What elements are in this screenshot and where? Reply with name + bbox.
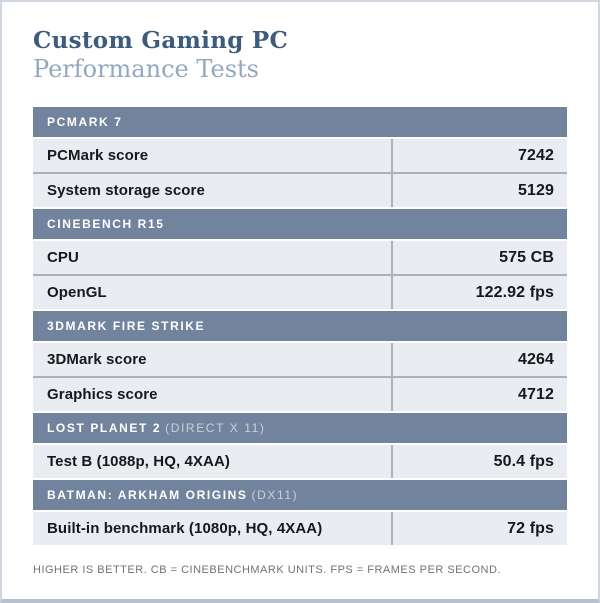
benchmark-table: PCMARK 7 PCMark score 7242 System storag… (33, 107, 567, 546)
section-rows: 3DMark score 4264 Graphics score 4712 (33, 343, 567, 412)
row-value: 4264 (391, 343, 567, 377)
section-header: CINEBENCH R15 (33, 209, 567, 240)
row-value: 7242 (391, 139, 567, 173)
row-value: 50.4 fps (391, 445, 567, 479)
row-label: OpenGL (47, 284, 107, 302)
row-label: System storage score (47, 182, 205, 200)
section-rows: Test B (1088p, HQ, 4XAA) 50.4 fps (33, 445, 567, 479)
row-label: PCMark score (47, 147, 149, 165)
page-title: Custom Gaming PC (33, 27, 289, 54)
section-header-label: BATMAN: ARKHAM ORIGINS (47, 488, 248, 503)
section-header: LOST PLANET 2 (DIRECT X 11) (33, 413, 567, 444)
table-row: Built-in benchmark (1080p, HQ, 4XAA) 72 … (33, 512, 567, 546)
row-label: Graphics score (47, 386, 158, 404)
table-row: Graphics score 4712 (33, 376, 567, 412)
footnote: HIGHER IS BETTER. CB = CINEBENCHMARK UNI… (33, 564, 501, 577)
benchmark-section: PCMARK 7 PCMark score 7242 System storag… (33, 107, 567, 208)
section-rows: PCMark score 7242 System storage score 5… (33, 139, 567, 208)
row-label: CPU (47, 249, 79, 267)
row-value: 4712 (391, 378, 567, 412)
table-row: OpenGL 122.92 fps (33, 274, 567, 310)
section-header-label: 3DMARK FIRE STRIKE (47, 319, 206, 334)
benchmark-section: 3DMARK FIRE STRIKE 3DMark score 4264 Gra… (33, 311, 567, 412)
row-value: 575 CB (391, 241, 567, 275)
table-row: System storage score 5129 (33, 172, 567, 208)
section-header-label: CINEBENCH R15 (47, 217, 165, 232)
section-rows: CPU 575 CB OpenGL 122.92 fps (33, 241, 567, 310)
section-header-note: (DX11) (251, 488, 299, 503)
page-subtitle: Performance Tests (33, 55, 259, 84)
row-value: 122.92 fps (391, 276, 567, 310)
section-header-note: (DIRECT X 11) (165, 421, 266, 436)
benchmark-section: LOST PLANET 2 (DIRECT X 11) Test B (1088p… (33, 413, 567, 479)
table-row: PCMark score 7242 (33, 139, 567, 173)
section-header-label: LOST PLANET 2 (47, 421, 162, 436)
benchmark-section: CINEBENCH R15 CPU 575 CB OpenGL 122.92 f… (33, 209, 567, 310)
section-header-label: PCMARK 7 (47, 115, 123, 130)
table-row: CPU 575 CB (33, 241, 567, 275)
row-value: 72 fps (391, 512, 567, 546)
section-header: PCMARK 7 (33, 107, 567, 138)
section-header: 3DMARK FIRE STRIKE (33, 311, 567, 342)
row-label: Test B (1088p, HQ, 4XAA) (47, 453, 231, 471)
benchmark-section: BATMAN: ARKHAM ORIGINS (DX11) Built-in be… (33, 480, 567, 546)
table-row: Test B (1088p, HQ, 4XAA) 50.4 fps (33, 445, 567, 479)
row-label: 3DMark score (47, 351, 147, 369)
section-header: BATMAN: ARKHAM ORIGINS (DX11) (33, 480, 567, 511)
row-value: 5129 (391, 174, 567, 208)
table-row: 3DMark score 4264 (33, 343, 567, 377)
section-rows: Built-in benchmark (1080p, HQ, 4XAA) 72 … (33, 512, 567, 546)
row-label: Built-in benchmark (1080p, HQ, 4XAA) (47, 520, 323, 538)
